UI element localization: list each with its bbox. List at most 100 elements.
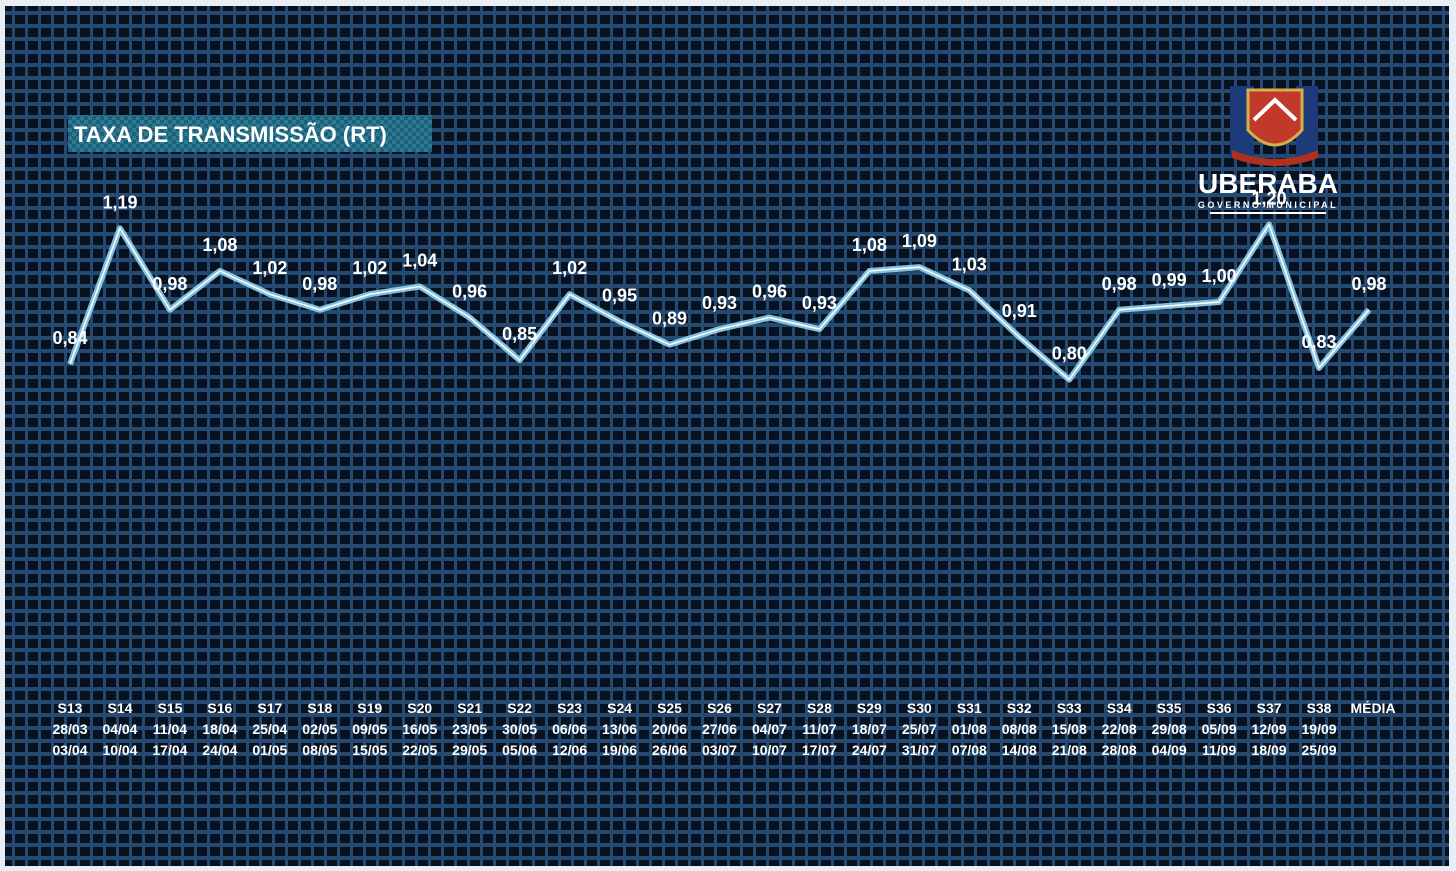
x-tick-label: 22/08 — [1102, 721, 1137, 737]
data-label: 1,00 — [1202, 266, 1237, 286]
data-label: 1,02 — [552, 258, 587, 278]
x-tick-label: 25/07 — [902, 721, 937, 737]
x-tick-label: 10/04 — [102, 742, 137, 758]
x-tick-label: 14/08 — [1002, 742, 1037, 758]
x-tick-label: S29 — [857, 700, 882, 716]
x-tick-label: 26/06 — [652, 742, 687, 758]
data-label: 0,98 — [152, 274, 187, 294]
x-tick-label: 20/06 — [652, 721, 687, 737]
data-label: 1,08 — [202, 235, 237, 255]
x-tick-label: S33 — [1057, 700, 1082, 716]
x-tick-label: S26 — [707, 700, 732, 716]
x-tick-label: S19 — [357, 700, 382, 716]
plot: 0,84 1,19 0,98 1,08 1,02 0,98 1,02 1,04 0,96 0,85… — [52, 188, 1395, 758]
x-tick-label: S21 — [457, 700, 482, 716]
data-label: 0,91 — [1002, 301, 1037, 321]
x-tick-label: S18 — [307, 700, 332, 716]
x-tick-label: 04/04 — [102, 721, 137, 737]
x-tick-label: 09/05 — [352, 721, 387, 737]
data-label: 0,98 — [1351, 274, 1386, 294]
x-tick-label: 11/07 — [802, 721, 836, 737]
x-tick-label: S25 — [657, 700, 682, 716]
logo: UBERABA GOVERNO MUNICIPAL — [1198, 86, 1338, 214]
x-tick-label: S20 — [407, 700, 432, 716]
data-label: 0,83 — [1302, 332, 1337, 352]
x-tick-label: 08/08 — [1002, 721, 1037, 737]
x-tick-label: S16 — [207, 700, 232, 716]
x-tick-label: 04/07 — [752, 721, 787, 737]
x-tick-label: S13 — [58, 700, 83, 716]
x-tick-label: 18/09 — [1252, 742, 1287, 758]
title-box — [68, 115, 432, 152]
x-tick-label: 05/09 — [1202, 721, 1237, 737]
x-tick-label: 08/05 — [302, 742, 337, 758]
x-tick-label: 31/07 — [902, 742, 937, 758]
logo-subtitle: GOVERNO MUNICIPAL — [1198, 200, 1338, 210]
x-tick-label: S34 — [1107, 700, 1132, 716]
x-tick-label: 24/07 — [852, 742, 887, 758]
x-tick-label: S27 — [757, 700, 782, 716]
x-tick-label: 28/08 — [1102, 742, 1137, 758]
x-tick-label: S30 — [907, 700, 932, 716]
x-tick-label: S23 — [557, 700, 582, 716]
x-tick-label: S35 — [1157, 700, 1182, 716]
logo-title: UBERABA — [1198, 168, 1338, 199]
x-tick-label: 06/06 — [552, 721, 587, 737]
x-tick-label: 11/04 — [153, 721, 187, 737]
x-tick-label: 17/04 — [152, 742, 187, 758]
x-tick-label: 11/09 — [1202, 742, 1236, 758]
data-label: 1,09 — [902, 231, 937, 251]
data-label: 0,98 — [302, 274, 337, 294]
x-tick-label: 25/04 — [252, 721, 287, 737]
x-tick-label: 05/06 — [502, 742, 537, 758]
x-tick-label: 07/08 — [952, 742, 987, 758]
x-tick-label: S14 — [108, 700, 133, 716]
data-label: 0,98 — [1102, 274, 1137, 294]
data-label: 1,03 — [952, 254, 987, 274]
x-tick-label: 04/09 — [1152, 742, 1187, 758]
logo-shield — [1246, 88, 1304, 147]
line — [69, 223, 1370, 381]
data-label: 0,84 — [52, 328, 87, 348]
x-tick-label: 19/09 — [1302, 721, 1337, 737]
x-tick-label: 30/05 — [502, 721, 537, 737]
data-label: 1,02 — [352, 258, 387, 278]
x-tick-label: 01/05 — [252, 742, 287, 758]
x-tick-label: 17/07 — [802, 742, 837, 758]
data-label: 0,96 — [752, 282, 787, 302]
x-tick-label: 03/07 — [702, 742, 737, 758]
x-tick-label: S38 — [1307, 700, 1332, 716]
x-tick-label: 29/08 — [1152, 721, 1187, 737]
x-tick-label: 25/09 — [1302, 742, 1337, 758]
x-tick-label: MÉDIA — [1350, 700, 1395, 716]
x-tick-label: 27/06 — [702, 721, 737, 737]
x-tick-label: S17 — [257, 700, 282, 716]
logo-banner — [1232, 150, 1318, 166]
x-tick-label: 24/04 — [202, 742, 237, 758]
data-label: 0,93 — [702, 293, 737, 313]
x-tick-label: S32 — [1007, 700, 1032, 716]
x-tick-label: 19/06 — [602, 742, 637, 758]
data-label: 1,04 — [402, 250, 437, 270]
x-tick-label: 13/06 — [602, 721, 637, 737]
data-label: 0,95 — [602, 285, 637, 305]
x-tick-label: 29/05 — [452, 742, 487, 758]
x-tick-label: S24 — [607, 700, 632, 716]
data-label: 1,02 — [252, 258, 287, 278]
x-tick-label: 02/05 — [302, 721, 337, 737]
x-tick-label: 15/05 — [352, 742, 387, 758]
x-tick-label: S37 — [1257, 700, 1282, 716]
data-label: 0,85 — [502, 324, 537, 344]
x-tick-label: S22 — [507, 700, 532, 716]
chart-title: TAXA DE TRANSMISSÃO (RT) — [74, 122, 387, 147]
x-tick-label: 12/09 — [1252, 721, 1287, 737]
data-label: 1,08 — [852, 235, 887, 255]
data-label: 0,93 — [802, 293, 837, 313]
x-tick-label: 22/05 — [402, 742, 437, 758]
x-tick-label: 10/07 — [752, 742, 787, 758]
x-tick-label: 12/06 — [552, 742, 587, 758]
x-tick-label: S28 — [807, 700, 832, 716]
data-label: 1,19 — [102, 192, 137, 212]
data-label: 0,89 — [652, 309, 687, 329]
